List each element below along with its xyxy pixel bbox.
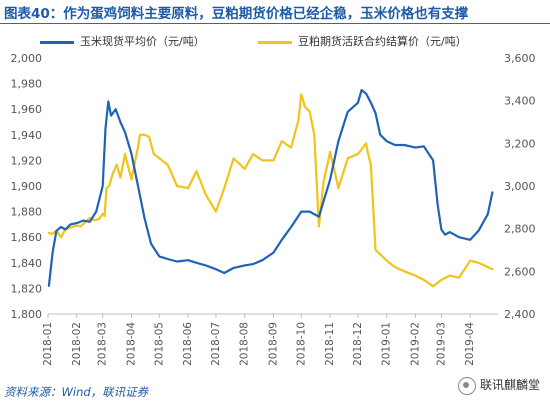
x-tick-label: 2018-10 [295, 322, 307, 366]
wechat-icon [457, 376, 476, 395]
x-tick-label: 2019-02 [409, 322, 421, 366]
x-tick-label: 2018-12 [352, 322, 364, 366]
x-tick-label: 2018-05 [153, 322, 165, 366]
legend-item-corn: 玉米现货平均价（元/吨） [40, 33, 205, 49]
series-line-soymeal [47, 93, 494, 288]
x-tick-label: 2018-07 [210, 322, 222, 366]
legend-label-soymeal: 豆粕期货活跃合约结算价（元/吨） [298, 35, 467, 48]
watermark-text: 联讯麒麟堂 [479, 378, 540, 392]
legend-item-soymeal: 豆粕期货活跃合约结算价（元/吨） [258, 33, 467, 49]
y-left-tick-label: 1,980 [11, 78, 43, 91]
x-tick-label: 2019-04 [464, 322, 476, 366]
x-tick-label: 2018-08 [239, 322, 251, 366]
watermark: 联讯麒麟堂 [457, 376, 540, 395]
y-left-tick-label: 1,800 [11, 308, 43, 321]
chart-axes: 1,800 1,820 1,840 1,860 1,880 1,900 1,920 1,940… [11, 52, 536, 366]
x-tick-label: 2018-09 [267, 322, 279, 366]
legend-swatch-corn [40, 40, 74, 44]
x-tick-label: 2018-04 [126, 322, 138, 366]
y-left-tick-label: 1,860 [11, 231, 43, 244]
y-right-tick-label: 3,400 [504, 95, 536, 108]
chart-series [47, 88, 494, 288]
y-right-tick-label: 2,800 [504, 223, 536, 236]
chart-title: 图表40：作为蛋鸡饲料主要原料，豆粕期货价格已经企稳，玉米价格也有支撑 [4, 6, 469, 22]
y-left-tick-label: 1,840 [11, 257, 43, 270]
y-left-tick-label: 1,880 [11, 206, 43, 219]
series-line-corn [47, 88, 494, 287]
y-right-tick-label: 2,400 [504, 308, 536, 321]
x-tick-label: 2018-11 [324, 322, 336, 366]
x-tick-label: 2019-01 [381, 322, 393, 366]
y-right-tick-label: 3,600 [504, 52, 536, 65]
y-left-tick-label: 1,960 [11, 103, 43, 116]
y-left-tick-label: 1,920 [11, 154, 43, 167]
y-right-tick-label: 3,000 [504, 180, 536, 193]
x-tick-label: 2019-03 [435, 322, 447, 366]
x-tick-label: 2018-06 [182, 322, 194, 366]
source-note: 资料来源：Wind，联讯证券 [4, 385, 149, 399]
legend-swatch-soymeal [258, 40, 292, 44]
y-right-tick-label: 2,600 [504, 265, 536, 278]
title-divider [0, 23, 550, 24]
x-tick-label: 2018-03 [97, 322, 109, 366]
y-right-tick-label: 3,200 [504, 137, 536, 150]
y-left-tick-label: 1,820 [11, 282, 43, 295]
y-left-tick-label: 2,000 [11, 52, 43, 65]
x-tick-label: 2018-01 [42, 322, 54, 366]
legend-label-corn: 玉米现货平均价（元/吨） [80, 35, 205, 48]
x-tick-label: 2018-02 [71, 322, 83, 366]
y-left-tick-label: 1,900 [11, 180, 43, 193]
y-left-tick-label: 1,940 [11, 129, 43, 142]
